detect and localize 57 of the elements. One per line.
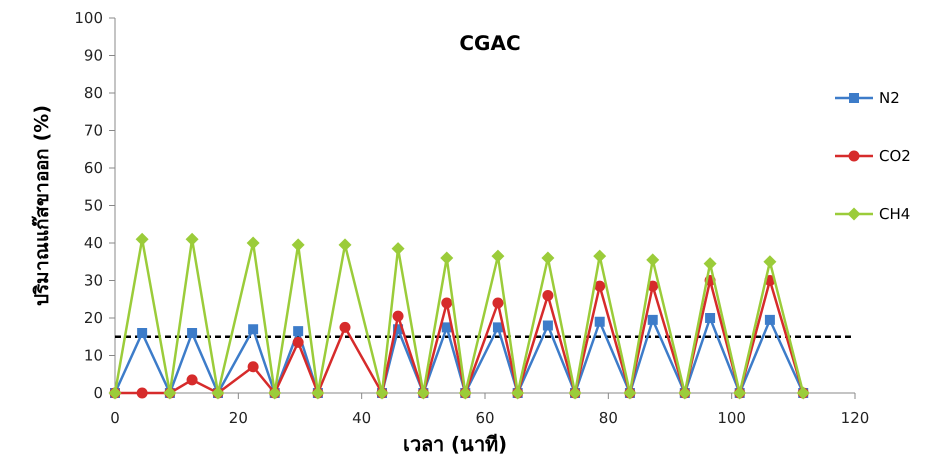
point xyxy=(705,313,716,323)
x-tick-label: 100 xyxy=(717,409,746,427)
point xyxy=(491,250,504,263)
y-tick-label: 30 xyxy=(84,272,103,290)
legend-label: CO2 xyxy=(879,147,911,165)
text: CGAC xyxy=(459,31,521,55)
point xyxy=(392,310,404,322)
point xyxy=(293,326,304,336)
y-tick-label: 60 xyxy=(84,159,103,177)
point xyxy=(187,328,198,338)
point xyxy=(248,361,259,372)
point xyxy=(542,290,554,301)
y-tick-label: 20 xyxy=(84,309,103,327)
point xyxy=(704,257,717,270)
y-tick-label: 100 xyxy=(74,9,103,27)
y-tick-label: 40 xyxy=(84,234,103,252)
x-tick-label: 80 xyxy=(598,409,618,427)
point xyxy=(492,298,504,308)
point xyxy=(594,280,606,292)
y-tick-label: 80 xyxy=(84,84,103,102)
point xyxy=(764,314,775,325)
point xyxy=(392,242,405,256)
point xyxy=(340,322,351,333)
point xyxy=(338,238,352,252)
point xyxy=(136,388,148,398)
point xyxy=(541,252,554,264)
point xyxy=(594,316,605,327)
point xyxy=(137,328,148,338)
x-tick-label: 40 xyxy=(352,409,372,427)
point xyxy=(440,252,454,264)
point xyxy=(186,232,199,246)
point xyxy=(542,320,553,330)
y-tick-label: 0 xyxy=(93,384,103,402)
point xyxy=(763,255,776,268)
y-tick-label: 70 xyxy=(84,122,103,140)
y-axis-title: ปริมาณแก๊สขาออก (%) xyxy=(31,104,53,306)
point xyxy=(186,374,198,386)
x-tick-label: 60 xyxy=(475,409,495,427)
point xyxy=(246,236,260,250)
point xyxy=(648,314,658,325)
y-tick-label: 50 xyxy=(84,196,103,214)
x-tick-label: 0 xyxy=(110,409,120,427)
y-tick-label: 10 xyxy=(84,346,103,364)
point xyxy=(292,238,305,252)
x-tick-label: 120 xyxy=(840,409,870,427)
x-tick-label: 20 xyxy=(228,409,248,427)
point xyxy=(292,336,304,348)
point xyxy=(441,298,452,308)
point xyxy=(248,324,258,334)
point xyxy=(492,322,503,332)
point xyxy=(136,232,149,246)
point xyxy=(593,250,606,263)
point xyxy=(646,253,660,266)
legend-label: N2 xyxy=(879,89,900,107)
x-axis-title: เวลา (นาที) xyxy=(402,432,508,456)
y-tick-label: 90 xyxy=(84,46,103,64)
legend-label: CH4 xyxy=(879,205,910,223)
